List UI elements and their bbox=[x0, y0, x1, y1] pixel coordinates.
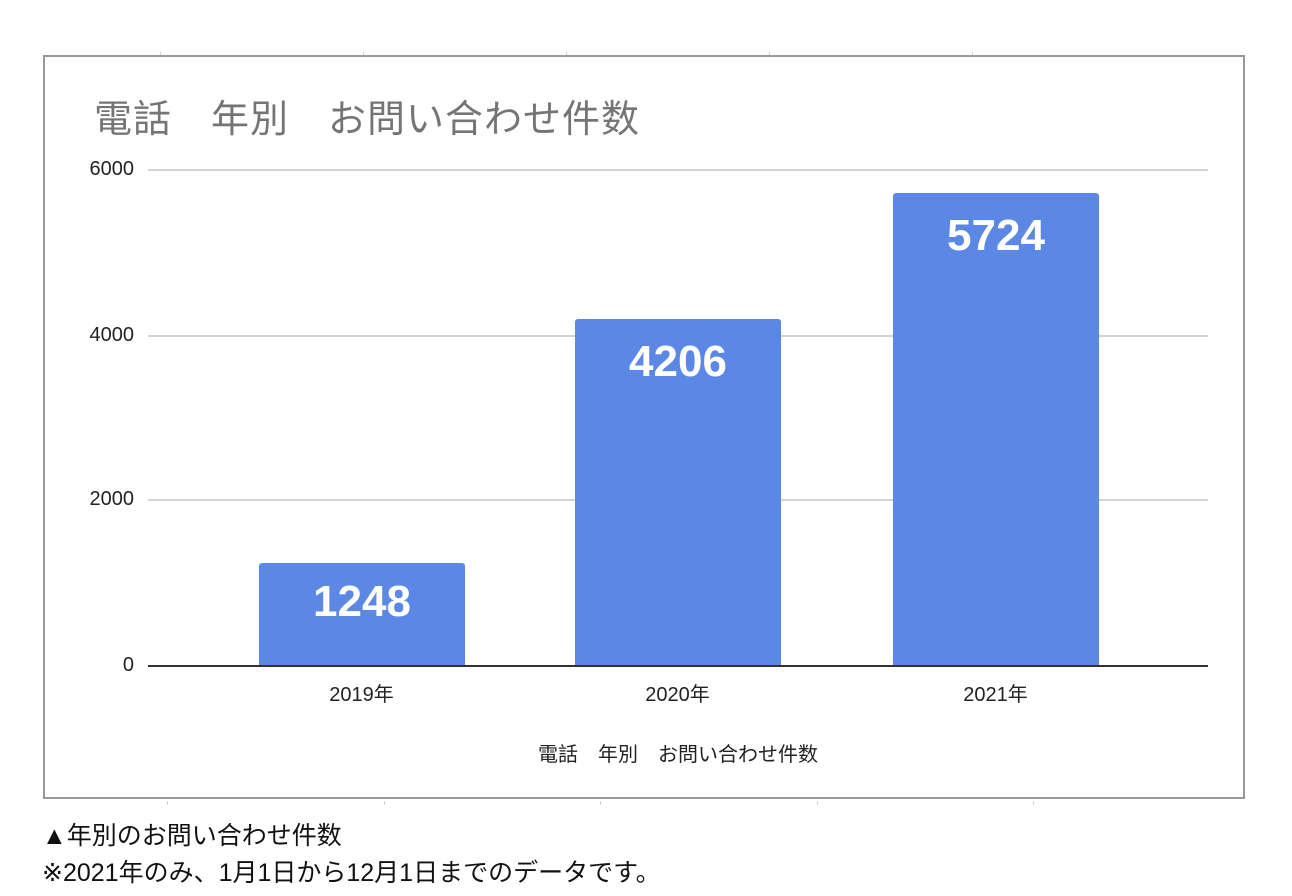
cell-border-tick bbox=[972, 52, 973, 56]
cell-border-tick bbox=[160, 52, 161, 56]
bar-2019[interactable]: 1248 bbox=[259, 563, 465, 666]
bar-value-label: 1248 bbox=[313, 577, 411, 626]
gridline-6000 bbox=[148, 169, 1208, 171]
y-tick-label: 6000 bbox=[89, 158, 135, 180]
y-tick-label: 4000 bbox=[89, 324, 135, 346]
cell-border-tick bbox=[769, 52, 770, 56]
x-tick-label: 2021年 bbox=[963, 684, 1028, 706]
cell-border-tick bbox=[600, 801, 601, 805]
bar-value-label: 5724 bbox=[947, 211, 1045, 260]
caption-note: ※2021年のみ、1月1日から12月1日までのデータです。 bbox=[42, 859, 661, 887]
cell-border-tick bbox=[1033, 801, 1034, 805]
bar-2020[interactable]: 4206 bbox=[575, 319, 781, 666]
x-axis-baseline bbox=[148, 665, 1208, 667]
caption-title: ▲年別のお問い合わせ件数 bbox=[42, 822, 342, 850]
y-tick-label: 2000 bbox=[89, 488, 135, 510]
cell-border-tick bbox=[167, 801, 168, 805]
chart-title: 電話 年別 お問い合わせ件数 bbox=[94, 99, 641, 141]
x-tick-label: 2019年 bbox=[329, 684, 394, 706]
y-tick-label: 0 bbox=[122, 654, 134, 676]
x-axis-title: 電話 年別 お問い合わせ件数 bbox=[538, 744, 818, 766]
bar-value-label: 4206 bbox=[629, 337, 727, 386]
cell-border-tick bbox=[384, 801, 385, 805]
cell-border-tick bbox=[363, 52, 364, 56]
cell-border-tick bbox=[817, 801, 818, 805]
bar-2021[interactable]: 5724 bbox=[893, 193, 1099, 666]
cell-border-tick bbox=[566, 52, 567, 56]
x-tick-label: 2020年 bbox=[645, 684, 710, 706]
